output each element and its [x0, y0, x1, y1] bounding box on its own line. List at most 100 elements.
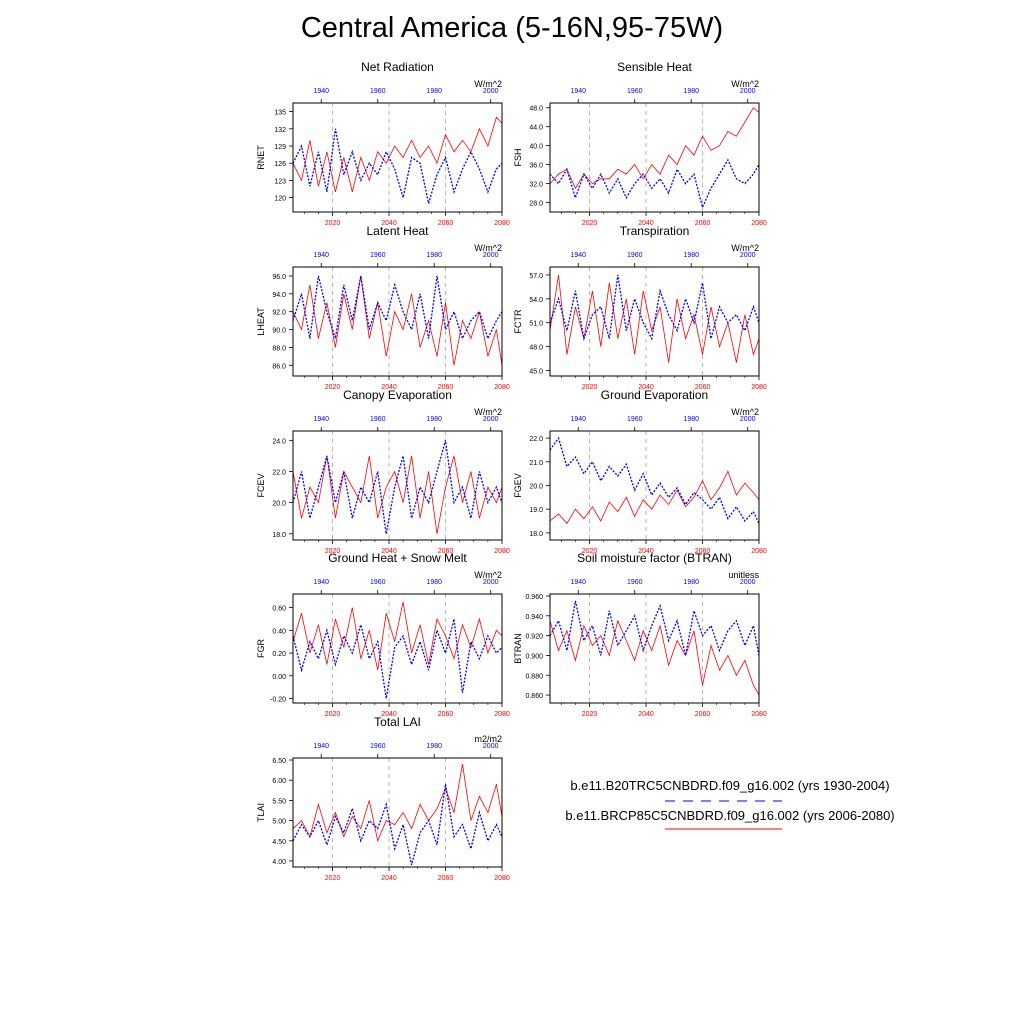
x-tick-label-bottom: 2060 — [695, 711, 711, 718]
panel-ylabel: FCTR — [513, 309, 523, 333]
x-tick-label-bottom: 2060 — [438, 384, 454, 391]
x-tick-label-top: 2000 — [483, 416, 499, 423]
x-tick-label-bottom: 2080 — [751, 220, 767, 227]
y-tick-label: 0.860 — [525, 693, 543, 700]
x-tick-label-top: 1960 — [370, 579, 386, 586]
panel-ylabel: LHEAT — [256, 307, 266, 336]
x-tick-label-bottom: 2060 — [438, 875, 454, 882]
x-tick-label-top: 1940 — [570, 579, 586, 586]
x-tick-label-top: 1960 — [627, 88, 643, 95]
series-line-rcp85 — [549, 274, 760, 363]
panel-ylabel: RNET — [256, 145, 266, 170]
series-line-historical — [292, 784, 503, 866]
x-tick-label-top: 2000 — [740, 88, 756, 95]
series-line-rcp85 — [549, 107, 760, 190]
x-tick-label-bottom: 2020 — [582, 384, 598, 391]
x-tick-label-bottom: 2040 — [638, 548, 654, 555]
panel-units: m2/m2 — [474, 734, 502, 744]
series-line-rcp85 — [549, 619, 760, 696]
panel-frame — [292, 102, 503, 213]
series-line-rcp85 — [292, 601, 503, 671]
y-tick-label: 0.00 — [272, 674, 286, 681]
y-tick-label: 0.880 — [525, 673, 543, 680]
panel-frame — [549, 102, 760, 213]
x-tick-label-bottom: 2040 — [381, 875, 397, 882]
x-tick-label-bottom: 2020 — [582, 220, 598, 227]
x-tick-label-top: 1980 — [426, 579, 442, 586]
y-tick-label: 22.0 — [529, 436, 543, 443]
panel-units: W/m^2 — [731, 407, 759, 417]
panel-units: W/m^2 — [474, 243, 502, 253]
x-tick-label-bottom: 2020 — [325, 384, 341, 391]
panel-ylabel: FSH — [513, 149, 523, 167]
y-tick-label: 20.0 — [272, 501, 286, 508]
y-tick-label: 51.0 — [529, 321, 543, 328]
series-line-rcp85 — [292, 116, 503, 192]
y-tick-label: 6.50 — [272, 758, 286, 765]
y-tick-label: 54.0 — [529, 297, 543, 304]
y-tick-label: 4.00 — [272, 859, 286, 866]
panel-frame — [549, 430, 760, 541]
x-tick-label-bottom: 2020 — [325, 220, 341, 227]
y-tick-label: 18.0 — [272, 532, 286, 539]
y-tick-label: 0.900 — [525, 653, 543, 660]
panel-title: Net Radiation — [361, 60, 434, 74]
y-tick-label: 123 — [274, 178, 286, 185]
y-tick-label: 135 — [274, 110, 286, 117]
x-tick-label-bottom: 2060 — [438, 711, 454, 718]
x-tick-label-top: 2000 — [740, 252, 756, 259]
panel-ylabel: FGR — [256, 639, 266, 658]
series-line-historical — [292, 440, 503, 534]
panel-title: Transpiration — [620, 224, 690, 238]
x-tick-label-bottom: 2080 — [751, 384, 767, 391]
y-tick-label: 0.20 — [272, 651, 286, 658]
x-tick-label-bottom: 2060 — [695, 548, 711, 555]
x-tick-label-top: 1940 — [313, 416, 329, 423]
x-tick-label-bottom: 2080 — [494, 548, 510, 555]
y-tick-label: 36.0 — [529, 163, 543, 170]
panel-title: Ground Evaporation — [601, 388, 708, 402]
x-tick-label-top: 2000 — [483, 579, 499, 586]
x-tick-label-bottom: 2020 — [582, 711, 598, 718]
panel-frame — [292, 266, 503, 377]
x-tick-label-top: 1980 — [683, 252, 699, 259]
panel-frame — [292, 430, 503, 541]
legend-label-rcp85: b.e11.BRCP85C5CNBDRD.f09_g16.002 (yrs 20… — [565, 808, 895, 823]
x-tick-label-bottom: 2020 — [582, 548, 598, 555]
y-tick-label: 5.50 — [272, 798, 286, 805]
series-line-rcp85 — [292, 764, 503, 843]
x-tick-label-top: 1960 — [370, 252, 386, 259]
x-tick-label-top: 1940 — [313, 88, 329, 95]
panel-units: unitless — [728, 570, 759, 580]
y-tick-label: 96.0 — [272, 274, 286, 281]
series-line-rcp85 — [292, 455, 503, 534]
x-tick-label-top: 1940 — [570, 416, 586, 423]
y-tick-label: 19.0 — [529, 507, 543, 514]
panel-frame — [292, 593, 503, 704]
panel-title: Canopy Evaporation — [343, 388, 452, 402]
x-tick-label-bottom: 2020 — [325, 548, 341, 555]
x-tick-label-bottom: 2080 — [494, 220, 510, 227]
x-tick-label-top: 1960 — [370, 743, 386, 750]
panel-ylabel: FCEV — [256, 473, 266, 497]
y-tick-label: 126 — [274, 161, 286, 168]
x-tick-label-top: 1940 — [570, 88, 586, 95]
series-line-historical — [549, 274, 760, 342]
x-tick-label-bottom: 2080 — [494, 875, 510, 882]
series-line-rcp85 — [292, 275, 503, 366]
x-tick-label-top: 1960 — [627, 416, 643, 423]
y-tick-label: -0.20 — [270, 696, 286, 703]
x-tick-label-top: 1980 — [683, 416, 699, 423]
panel-title: Latent Heat — [366, 224, 429, 238]
panel-units: W/m^2 — [474, 79, 502, 89]
y-tick-label: 22.0 — [272, 469, 286, 476]
panel-frame — [549, 593, 760, 704]
x-tick-label-top: 1960 — [627, 252, 643, 259]
x-tick-label-top: 1960 — [627, 579, 643, 586]
panel-title: Total LAI — [374, 715, 421, 729]
y-tick-label: 132 — [274, 127, 286, 134]
series-line-rcp85 — [549, 470, 760, 525]
x-tick-label-top: 1940 — [313, 579, 329, 586]
x-tick-label-top: 1980 — [426, 743, 442, 750]
